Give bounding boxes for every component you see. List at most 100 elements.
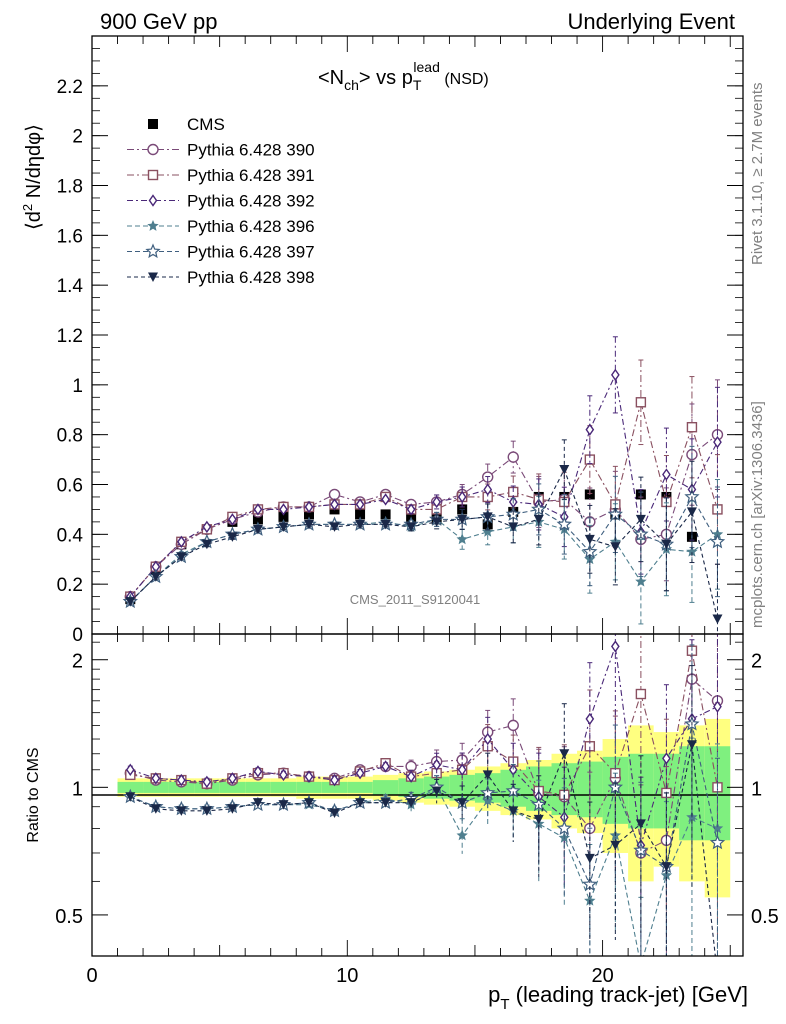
x-tick-label: 20	[591, 965, 613, 987]
data-point	[278, 522, 289, 532]
ratio-stat-band	[143, 781, 169, 793]
ratio-data-point	[610, 840, 621, 851]
ratio-data-point	[686, 740, 697, 750]
ratio-data-point	[151, 772, 161, 785]
data-point	[585, 423, 595, 436]
ratio-data-point	[709, 834, 726, 850]
legend-marker	[148, 194, 158, 207]
ratio-data-point	[610, 640, 620, 653]
legend-marker	[148, 272, 158, 282]
ratio-series-pythia-6-428-398	[125, 665, 716, 956]
ratio-y-tick-label-right: 1	[751, 778, 762, 800]
data-point	[355, 509, 366, 520]
data-point	[482, 512, 493, 522]
ratio-data-point	[635, 959, 646, 970]
legend-label: Pythia 6.428 390	[187, 141, 315, 160]
main-y-tick-label: 1.8	[57, 177, 83, 198]
data-point	[483, 483, 493, 496]
ratio-stat-band	[398, 778, 424, 797]
ratio-data-point	[585, 712, 595, 726]
data-point	[304, 500, 314, 514]
data-point	[330, 498, 339, 511]
chart-title: <Nch> vs pTlead (NSD)	[318, 59, 489, 93]
ratio-series-line	[130, 646, 718, 846]
ratio-stat-band	[270, 781, 297, 793]
data-point	[610, 368, 620, 382]
series-line	[129, 518, 718, 603]
data-point	[380, 509, 391, 520]
data-point	[329, 522, 340, 532]
ratio-data-point	[661, 862, 672, 872]
data-point	[150, 572, 161, 582]
ratio-data-point	[457, 763, 467, 777]
ratio-data-point	[406, 798, 417, 808]
ratio-data-point	[330, 773, 339, 787]
rivet-version-label: Rivet 3.1.10, ≥ 2.7M events	[749, 83, 766, 266]
series-cms	[125, 489, 723, 605]
data-point	[712, 614, 723, 625]
ratio-y-tick-label: 1	[72, 778, 83, 800]
ratio-y-tick-label-right: 2	[751, 651, 762, 673]
data-point	[381, 493, 390, 506]
ratio-y-tick-label-right: 0.5	[751, 906, 779, 928]
ratio-data-point	[355, 798, 366, 808]
data-point	[686, 507, 697, 517]
ratio-data-point	[482, 770, 493, 780]
data-point	[507, 451, 519, 463]
data-point	[279, 503, 288, 516]
data-point	[227, 532, 238, 542]
series-line	[129, 495, 718, 603]
main-y-tick-label: 1.2	[57, 326, 83, 347]
ratio-data-point	[355, 766, 365, 780]
legend-marker	[148, 119, 158, 129]
legend-entry: CMS	[148, 115, 225, 134]
main-series-group	[122, 336, 726, 634]
main-panel: 0 0.2 0.4 0.6 0.8 1 1.2 1.4 1.6 1.8 2 2.2 <Nch> vs …	[20, 35, 744, 646]
series-line	[129, 468, 719, 620]
main-y-tick-label: 2.2	[57, 77, 83, 98]
data-point	[304, 519, 314, 530]
ratio-data-point	[556, 820, 572, 835]
legend-entry: Pythia 6.428 398	[127, 268, 315, 287]
mcplots-label: mcplots.cern.ch [arXiv:1306.3436]	[749, 401, 766, 628]
ratio-panel: 0.5 0.5 1 1 2 2 0 10 20 Ratio to CMS	[25, 633, 779, 987]
ratio-data-point	[278, 800, 289, 810]
data-point	[457, 514, 468, 525]
legend-label: Pythia 6.428 392	[187, 192, 315, 211]
ratio-data-point	[711, 822, 724, 834]
ratio-data-point	[227, 804, 238, 814]
legend-marker	[145, 243, 161, 259]
ratio-frame	[91, 633, 744, 957]
analysis-id-label: CMS_2011_S9120041	[350, 592, 481, 607]
ratio-y-tick-label: 2	[72, 651, 83, 673]
ratio-data-point	[150, 804, 161, 814]
ratio-data-point	[253, 765, 263, 778]
legend-entry: Pythia 6.428 392	[127, 192, 315, 211]
data-point	[328, 488, 341, 501]
x-tick-label: 0	[86, 965, 97, 987]
ratio-data-point	[252, 798, 263, 808]
series-line	[129, 402, 718, 597]
data-point	[584, 534, 595, 545]
ratio-data-point	[202, 775, 212, 789]
ratio-data-point	[533, 814, 544, 825]
ratio-stat-band	[245, 781, 271, 793]
ratio-data-point	[635, 819, 646, 829]
data-point	[431, 517, 442, 527]
x-axis-label: pT (leading track-jet) [GeV]	[488, 982, 748, 1013]
series-line	[129, 434, 718, 597]
data-point	[686, 545, 698, 557]
data-point	[610, 542, 621, 552]
ratio-data-point	[508, 806, 519, 816]
main-y-tick-label: 2	[72, 127, 83, 148]
legend-label: Pythia 6.428 396	[187, 217, 315, 236]
data-point	[125, 597, 136, 607]
series-pythia-6-428-391	[125, 359, 723, 602]
ratio-data-point	[329, 808, 340, 818]
ratio-data-point	[381, 760, 390, 773]
legend-entry: Pythia 6.428 391	[127, 166, 315, 185]
data-point	[709, 533, 726, 549]
ratio-data-point	[201, 806, 212, 816]
main-y-tick-label: 0.6	[57, 476, 83, 497]
